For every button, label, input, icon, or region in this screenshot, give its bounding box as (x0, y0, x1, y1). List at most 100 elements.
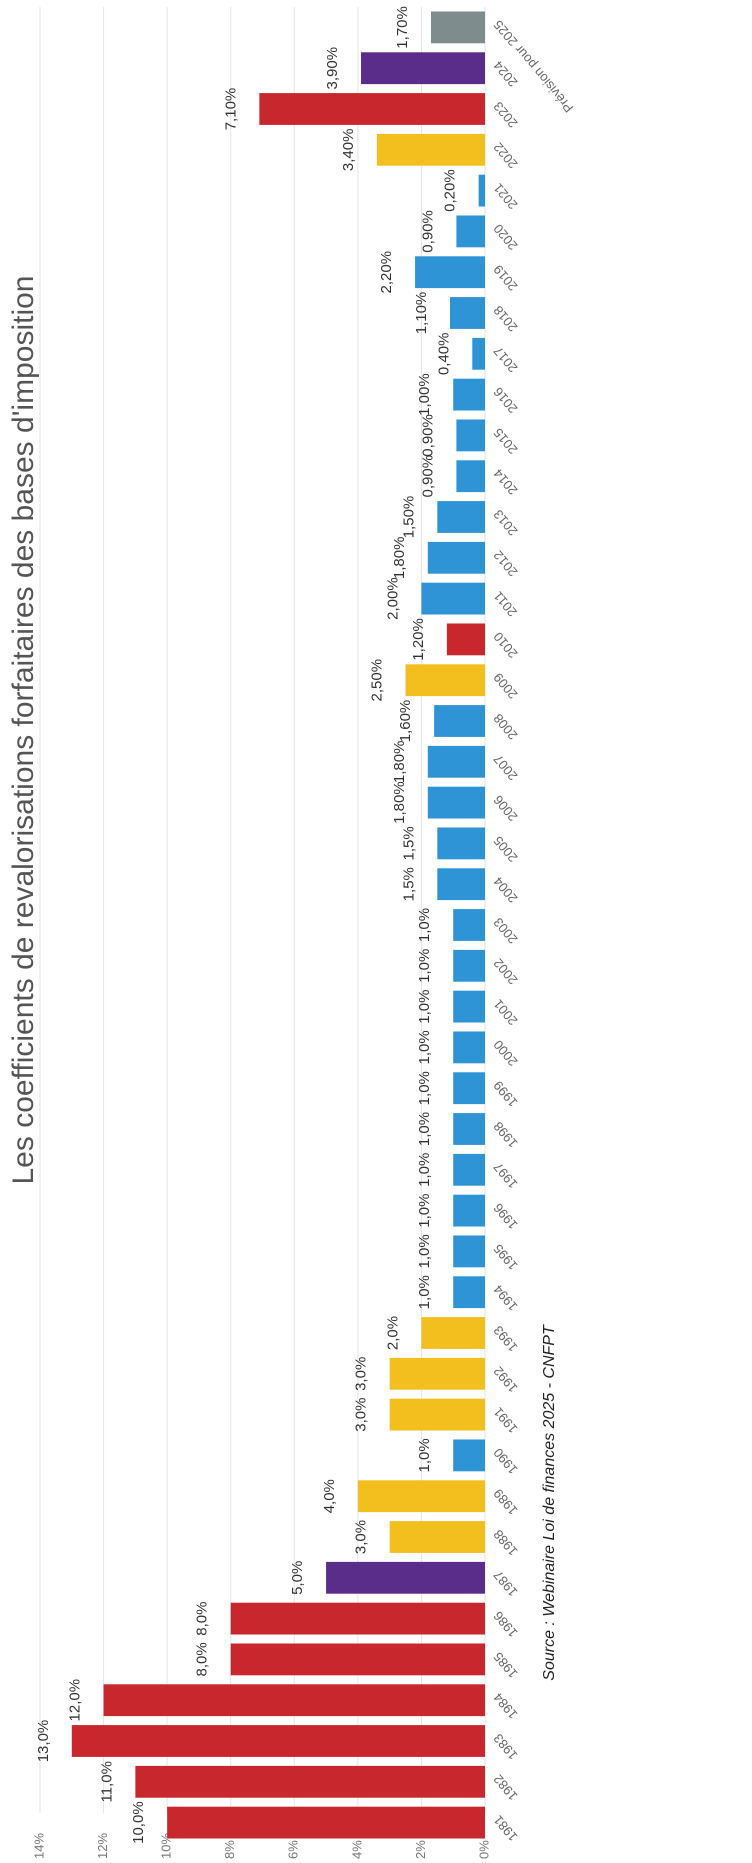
x-tick-label: 1987 (490, 1568, 520, 1600)
x-tick-label: 2012 (490, 548, 520, 580)
bar (357, 1480, 486, 1513)
value-label: 1,60% (397, 700, 414, 743)
value-label: 2,20% (378, 251, 395, 294)
bar (430, 11, 486, 44)
x-tick-label: 2000 (490, 1037, 520, 1069)
value-label: 1,0% (416, 989, 433, 1023)
x-tick-label: 2008 (490, 711, 520, 743)
y-tick-label: 12% (95, 1833, 110, 1859)
bar (405, 664, 485, 697)
bar (450, 297, 485, 329)
x-tick-label: 1982 (490, 1772, 520, 1804)
bar (361, 52, 485, 85)
value-label: 11,0% (98, 1761, 115, 1802)
x-tick-label: 1996 (490, 1200, 520, 1232)
x-tick-label: 2023 (490, 99, 520, 131)
x-tick-label: 2004 (490, 874, 520, 906)
x-tick-label: 2016 (490, 384, 520, 416)
source: Source : Webinaire Loi de finances 2025 … (541, 1324, 558, 1681)
x-tick-label: 1981 (490, 1812, 520, 1844)
y-tick-label: 6% (286, 1840, 301, 1859)
bar (259, 93, 486, 125)
x-tick-label: 1995 (490, 1241, 520, 1273)
value-label: 0,90% (419, 455, 436, 498)
value-label: 1,10% (413, 292, 430, 335)
value-label: 13,0% (35, 1720, 52, 1763)
chart-title: Les coefficients de revalorisations forf… (7, 276, 40, 1185)
x-tick-label: 2022 (490, 140, 520, 172)
bar (437, 868, 486, 901)
y-tick-label: 0% (476, 1840, 491, 1859)
value-label: 0,90% (419, 414, 436, 457)
x-tick-label: 2017 (490, 344, 520, 376)
y-tick-label: 4% (349, 1840, 364, 1859)
bar (453, 1194, 486, 1227)
bar (427, 745, 485, 778)
value-label: 1,0% (416, 1193, 433, 1227)
x-tick-label: 1993 (490, 1323, 520, 1355)
x-tick-label: 2014 (490, 466, 520, 498)
x-tick-label: 2020 (490, 221, 520, 253)
value-label: 3,40% (340, 129, 357, 172)
bar (456, 419, 485, 452)
bar (453, 1235, 486, 1268)
value-label: 5,0% (289, 1561, 306, 1595)
x-tick-label: 2010 (490, 629, 520, 661)
bar (389, 1521, 485, 1553)
x-tick-label: 2015 (490, 425, 520, 457)
bar (376, 133, 485, 166)
x-tick-label: 2013 (490, 507, 520, 539)
value-label: 3,0% (353, 1357, 370, 1391)
value-label: 10,0% (130, 1801, 147, 1844)
value-label: 2,50% (369, 659, 386, 702)
x-tick-label: 1983 (490, 1731, 520, 1763)
x-tick-label: 2005 (490, 833, 520, 865)
x-tick-label: 1998 (490, 1119, 520, 1151)
value-label: 3,0% (353, 1520, 370, 1554)
value-label: 3,0% (353, 1397, 370, 1431)
bar (167, 1806, 485, 1839)
x-tick-label: 2021 (490, 180, 520, 212)
value-label: 1,0% (416, 908, 433, 942)
bar (453, 1113, 486, 1145)
value-label: 8,0% (194, 1601, 211, 1635)
bar (389, 1357, 485, 1390)
value-label: 1,5% (400, 867, 417, 901)
bar (453, 1153, 486, 1186)
x-tick-label: 1990 (490, 1445, 520, 1477)
bar (103, 1684, 485, 1717)
bar (437, 501, 486, 533)
value-label: 2,0% (384, 1316, 401, 1350)
x-tick-label: 1988 (490, 1527, 520, 1559)
value-label: 1,0% (416, 1030, 433, 1064)
value-label: 1,00% (416, 373, 433, 416)
value-label: 4,0% (321, 1479, 338, 1513)
bar (478, 174, 485, 207)
x-tick-label: 2002 (490, 956, 520, 988)
value-label: 1,0% (416, 1153, 433, 1187)
bar (472, 337, 485, 370)
x-tick-label: 2024 (490, 58, 520, 90)
x-tick-label: 2001 (490, 996, 520, 1028)
y-tick-label: 14% (31, 1833, 46, 1859)
bar (453, 1072, 486, 1105)
x-tick-label: 2007 (490, 752, 520, 784)
bar (456, 215, 485, 248)
x-tick-label: 2006 (490, 792, 520, 824)
x-tick-label: 1992 (490, 1364, 520, 1396)
x-tick-label: 1997 (490, 1160, 520, 1192)
x-tick-label: 1991 (490, 1404, 520, 1436)
value-label: 8,0% (194, 1642, 211, 1676)
value-label: 1,0% (416, 1234, 433, 1268)
value-label: 1,80% (391, 741, 408, 784)
value-label: 1,50% (400, 496, 417, 539)
bar (453, 1439, 486, 1472)
bar (389, 1398, 485, 1431)
bar (71, 1725, 486, 1757)
bar (427, 786, 485, 819)
value-label: 1,80% (391, 537, 408, 580)
x-tick-label: 2019 (490, 262, 520, 294)
value-label: 12,0% (67, 1679, 84, 1722)
